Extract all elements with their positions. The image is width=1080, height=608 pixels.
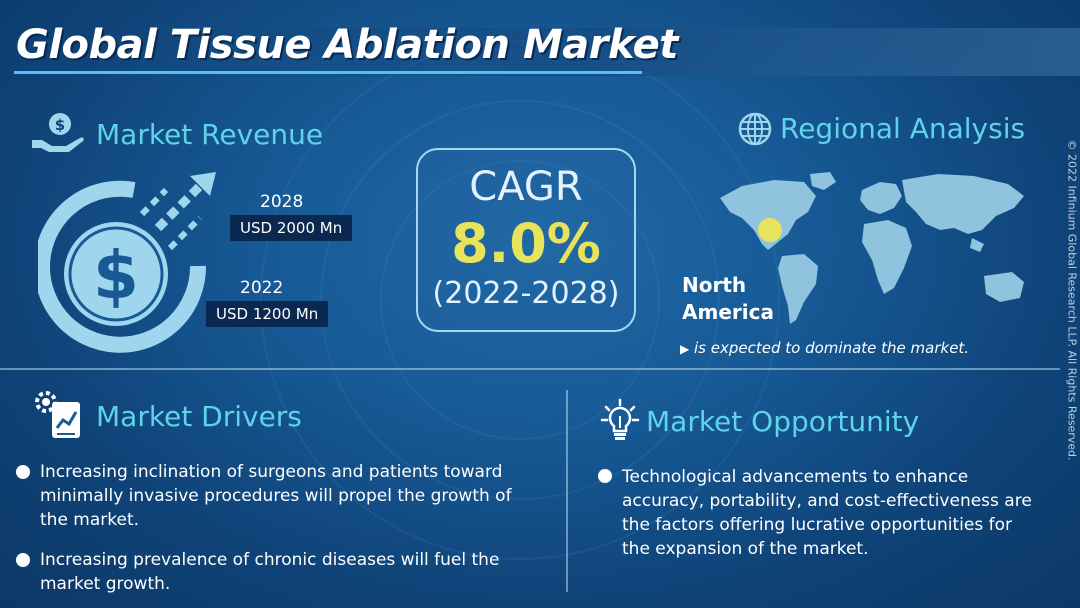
lightbulb-icon — [600, 398, 640, 440]
dollar-growth-icon: $ — [38, 172, 216, 353]
horizontal-divider — [0, 368, 1060, 370]
play-arrow-icon: ▶ — [680, 342, 690, 356]
opportunity-item-1: Technological advancements to enhance ac… — [622, 467, 1032, 559]
money-hand-icon: $ — [32, 113, 84, 152]
page-title: Global Tissue Ablation Market — [16, 22, 678, 68]
copyright-text: © 2022 Infinium Global Research LLP. All… — [1065, 139, 1079, 461]
revenue-year-2022: 2022 — [240, 278, 284, 298]
background-ring — [320, 100, 720, 500]
revenue-value-2028: USD 2000 Mn — [230, 215, 353, 241]
cagr-value: 8.0% — [451, 212, 601, 275]
region-name-line-2: America — [682, 300, 774, 324]
region-note-text: is expected to dominate the market. — [694, 339, 970, 357]
cagr-period: (2022-2028) — [432, 276, 620, 311]
driver-item-1: Increasing inclination of surgeons and p… — [40, 462, 512, 530]
driver-bullet-1 — [16, 465, 30, 479]
title-underline — [14, 71, 642, 74]
opportunity-bullet-1 — [598, 469, 612, 483]
svg-text:$: $ — [55, 116, 65, 134]
driver-item-2: Increasing prevalence of chronic disease… — [40, 550, 500, 594]
region-name-line-1: North — [682, 273, 747, 297]
cagr-label: CAGR — [469, 164, 583, 210]
gear-chart-icon — [35, 391, 80, 438]
world-map-icon — [720, 172, 1024, 324]
region-note: ▶ is expected to dominate the market. — [680, 339, 969, 357]
market-opportunity-heading: Market Opportunity — [646, 405, 920, 438]
vertical-divider — [566, 390, 568, 592]
driver-bullet-2 — [16, 553, 30, 567]
svg-text:$: $ — [93, 237, 139, 314]
background-ring — [380, 160, 660, 440]
revenue-value-2022: USD 1200 Mn — [206, 301, 329, 327]
region-name: North America — [682, 272, 774, 326]
market-revenue-heading: Market Revenue — [96, 118, 324, 151]
cagr-box: CAGR 8.0% (2022-2028) — [416, 148, 636, 332]
revenue-year-2028: 2028 — [260, 192, 304, 212]
regional-analysis-heading: Regional Analysis — [780, 112, 1026, 145]
market-drivers-heading: Market Drivers — [96, 400, 302, 433]
title-band — [0, 28, 1080, 76]
globe-icon — [738, 112, 772, 146]
